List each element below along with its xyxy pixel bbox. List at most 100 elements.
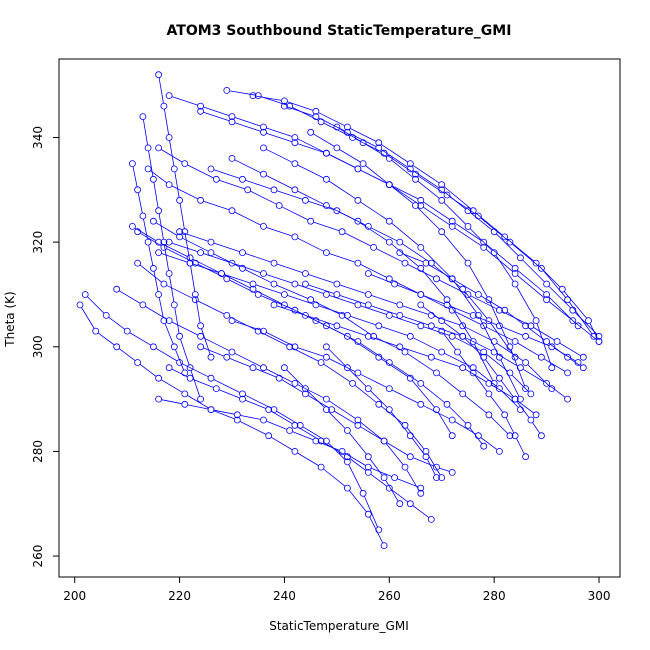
plot-series	[76, 71, 603, 549]
data-point	[480, 442, 488, 450]
data-point	[207, 353, 215, 361]
series-26	[165, 364, 435, 523]
data-point	[260, 144, 267, 152]
data-point	[322, 202, 330, 209]
data-point	[585, 317, 592, 325]
data-point	[338, 311, 346, 319]
data-point	[511, 395, 519, 403]
data-point	[280, 102, 288, 110]
data-point	[406, 160, 414, 168]
data-point	[291, 379, 299, 387]
series-25	[128, 160, 189, 377]
data-point	[249, 364, 257, 372]
data-point	[422, 447, 430, 455]
data-point	[223, 353, 231, 361]
series-line	[132, 166, 185, 371]
data-point	[265, 432, 273, 440]
data-point	[333, 280, 341, 288]
data-point	[417, 291, 425, 298]
data-point	[322, 249, 330, 257]
series-line	[443, 333, 525, 455]
data-point	[349, 379, 357, 387]
data-point	[375, 139, 383, 147]
data-point	[490, 249, 498, 257]
data-point	[385, 385, 393, 393]
data-point	[317, 437, 325, 445]
series-2	[81, 291, 383, 534]
data-point	[427, 353, 435, 361]
data-point	[448, 275, 456, 283]
plot-frame	[58, 58, 621, 578]
data-point	[338, 228, 346, 236]
data-point	[459, 285, 467, 293]
series-4	[134, 259, 446, 482]
data-point	[92, 327, 100, 335]
data-point	[448, 217, 456, 225]
data-point	[291, 186, 299, 194]
data-point	[181, 228, 189, 236]
data-point	[417, 489, 425, 497]
data-point	[448, 332, 456, 340]
data-point	[569, 317, 577, 325]
data-point	[469, 311, 477, 319]
data-point	[385, 359, 393, 366]
data-point	[291, 233, 299, 241]
data-point	[448, 222, 456, 230]
data-point	[149, 217, 157, 225]
data-point	[322, 291, 330, 298]
data-point	[506, 369, 514, 377]
data-point	[490, 228, 498, 236]
data-point	[506, 238, 514, 246]
data-point	[134, 259, 142, 267]
series-line	[155, 222, 509, 434]
data-point	[354, 416, 362, 424]
series-line	[402, 253, 582, 367]
data-point	[270, 280, 278, 288]
data-point	[139, 212, 147, 220]
data-point	[401, 348, 409, 356]
data-point	[333, 322, 341, 330]
data-point	[364, 510, 372, 518]
data-point	[564, 369, 571, 377]
y-tick-label: 280	[31, 440, 45, 463]
data-point	[260, 416, 267, 424]
data-point	[197, 107, 205, 115]
data-point	[574, 322, 582, 330]
data-point	[291, 160, 299, 168]
x-tick-label: 300	[588, 589, 611, 603]
y-tick-label: 260	[31, 545, 45, 568]
data-point	[160, 317, 168, 325]
data-point	[322, 322, 330, 330]
series-line	[171, 242, 529, 392]
data-point	[569, 306, 577, 314]
data-point	[522, 453, 529, 461]
data-point	[396, 249, 404, 257]
data-point	[564, 353, 571, 361]
data-point	[186, 364, 194, 372]
data-point	[380, 474, 388, 482]
data-point	[76, 301, 84, 309]
data-point	[595, 332, 603, 340]
data-point	[102, 311, 110, 319]
series-line	[328, 348, 436, 476]
y-tick-label: 340	[31, 126, 45, 149]
data-point	[181, 160, 189, 168]
data-point	[197, 343, 205, 351]
data-point	[176, 233, 184, 241]
data-point	[391, 280, 399, 288]
series-24	[139, 113, 205, 403]
x-tick-label: 200	[63, 589, 86, 603]
data-point	[233, 416, 241, 424]
data-point	[558, 285, 566, 293]
data-point	[474, 432, 482, 440]
data-point	[354, 421, 362, 429]
data-point	[301, 270, 309, 277]
series-line	[143, 119, 200, 397]
data-point	[207, 238, 215, 246]
data-point	[548, 364, 556, 372]
data-point	[307, 217, 315, 225]
data-point	[364, 463, 372, 471]
data-point	[543, 296, 550, 304]
data-point	[401, 421, 409, 429]
data-point	[501, 306, 509, 314]
